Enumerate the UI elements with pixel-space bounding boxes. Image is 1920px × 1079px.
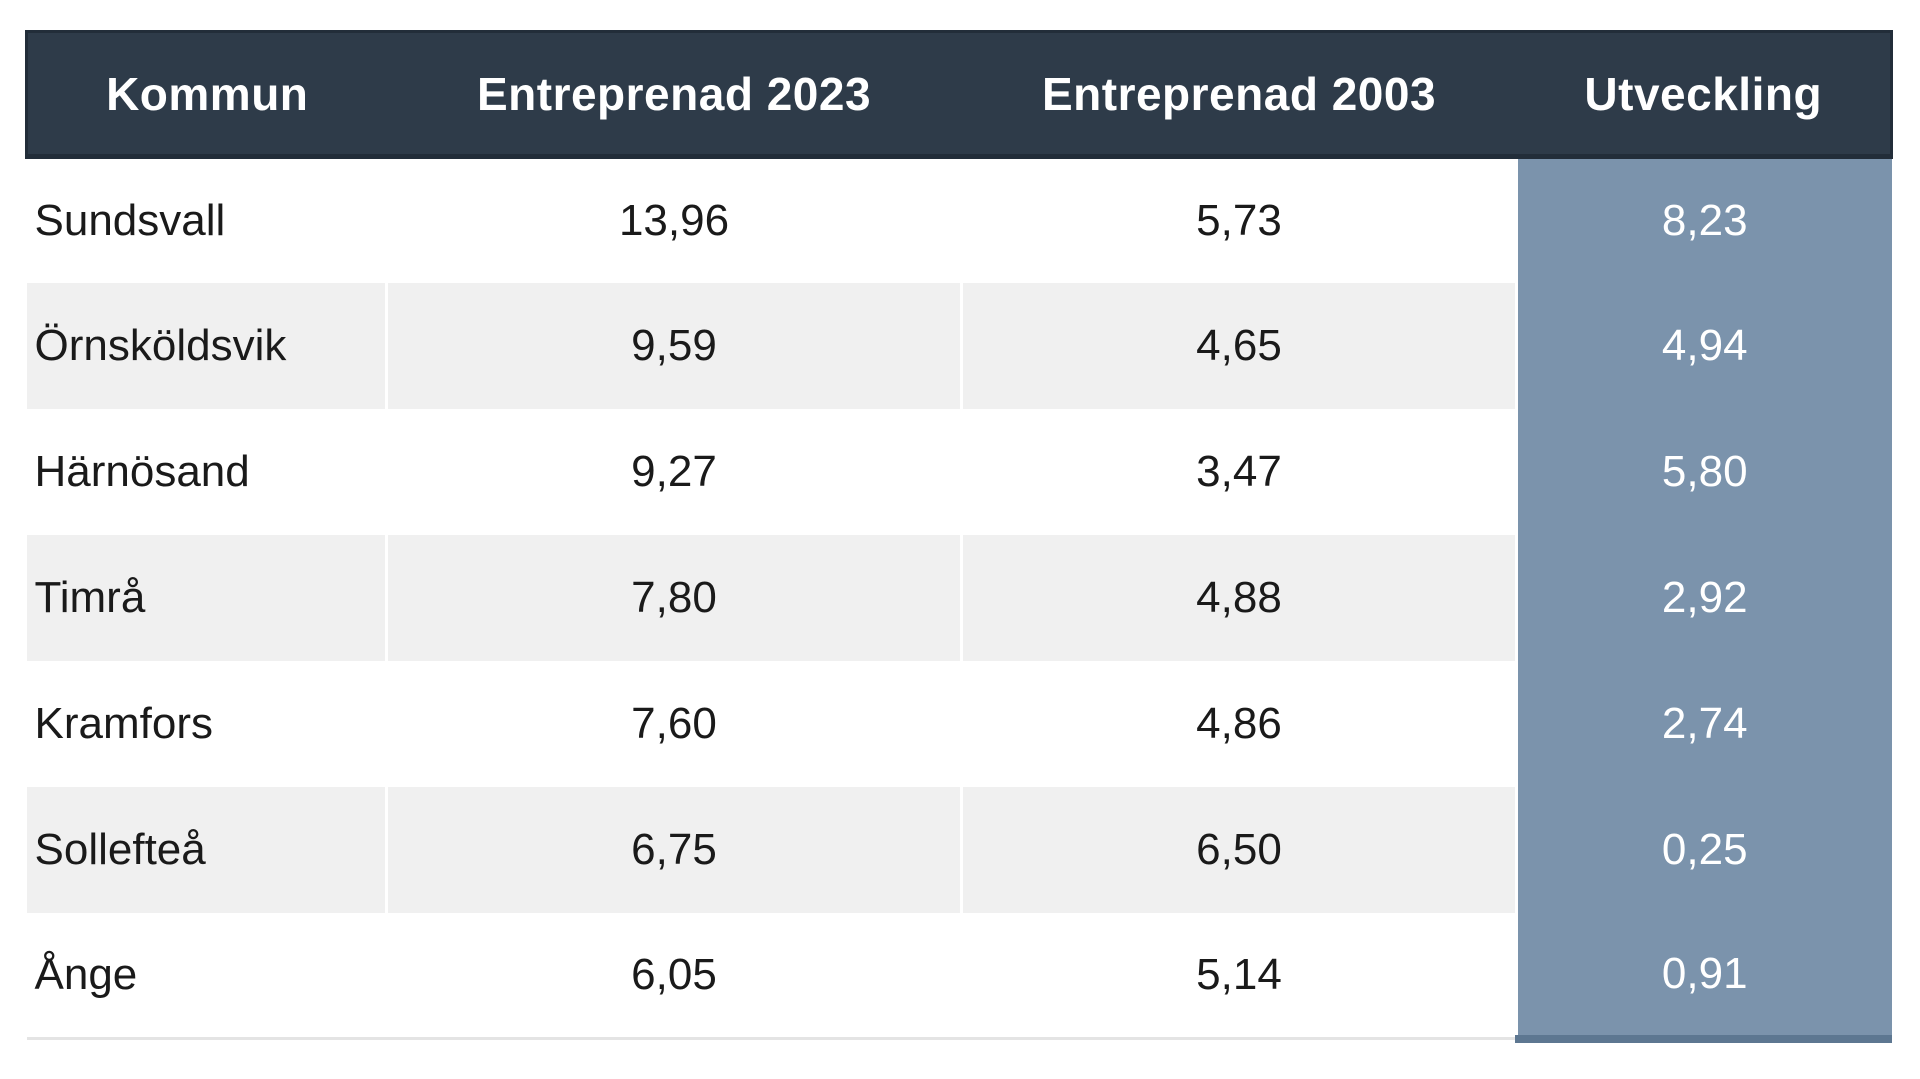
table-row: Ånge 6,05 5,14 0,91: [26, 912, 1892, 1043]
table-row: Sollefteå 6,75 6,50 0,25: [26, 786, 1892, 913]
table-row: Örnsköldsvik 9,59 4,65 4,94: [26, 282, 1892, 409]
column-header-utveckling: Utveckling: [1516, 30, 1893, 159]
column-header-kommun: Kommun: [25, 30, 387, 159]
cell-kommun: Timrå: [26, 534, 388, 661]
kommun-data-table: Kommun Entreprenad 2023 Entreprenad 2003…: [25, 30, 1893, 1043]
cell-entreprenad-2003: 4,86: [961, 660, 1518, 787]
column-header-entreprenad-2023: Entreprenad 2023: [386, 30, 962, 159]
cell-entreprenad-2003: 5,73: [961, 156, 1518, 283]
cell-utveckling: 0,25: [1516, 786, 1892, 913]
cell-kommun: Härnösand: [26, 408, 388, 535]
cell-utveckling: 2,92: [1516, 534, 1892, 661]
header-row: Kommun Entreprenad 2023 Entreprenad 2003…: [25, 30, 1893, 159]
cell-utveckling: 0,91: [1516, 912, 1892, 1043]
cell-utveckling: 4,94: [1516, 282, 1892, 409]
table-row: Kramfors 7,60 4,86 2,74: [26, 660, 1892, 787]
cell-entreprenad-2003: 6,50: [961, 786, 1518, 913]
table-row: Timrå 7,80 4,88 2,92: [26, 534, 1892, 661]
cell-entreprenad-2023: 7,60: [386, 660, 963, 787]
cell-entreprenad-2023: 7,80: [386, 534, 963, 661]
cell-entreprenad-2003: 4,65: [961, 282, 1518, 409]
cell-kommun: Sundsvall: [26, 156, 388, 283]
cell-entreprenad-2023: 9,59: [386, 282, 963, 409]
column-header-entreprenad-2003: Entreprenad 2003: [961, 30, 1517, 159]
cell-kommun: Ånge: [26, 912, 388, 1040]
table-row: Härnösand 9,27 3,47 5,80: [26, 408, 1892, 535]
table-row: Sundsvall 13,96 5,73 8,23: [26, 156, 1892, 283]
cell-entreprenad-2023: 6,75: [386, 786, 963, 913]
cell-kommun: Sollefteå: [26, 786, 388, 913]
cell-entreprenad-2023: 6,05: [386, 912, 963, 1040]
cell-entreprenad-2003: 3,47: [961, 408, 1518, 535]
cell-kommun: Örnsköldsvik: [26, 282, 388, 409]
cell-entreprenad-2003: 5,14: [961, 912, 1518, 1040]
cell-utveckling: 8,23: [1516, 156, 1892, 283]
cell-kommun: Kramfors: [26, 660, 388, 787]
cell-utveckling: 2,74: [1516, 660, 1892, 787]
cell-entreprenad-2023: 13,96: [386, 156, 963, 283]
cell-utveckling: 5,80: [1516, 408, 1892, 535]
cell-entreprenad-2003: 4,88: [961, 534, 1518, 661]
cell-entreprenad-2023: 9,27: [386, 408, 963, 535]
table-header: Kommun Entreprenad 2023 Entreprenad 2003…: [25, 30, 1893, 159]
table-body: Sundsvall 13,96 5,73 8,23 Örnsköldsvik 9…: [26, 156, 1892, 1043]
